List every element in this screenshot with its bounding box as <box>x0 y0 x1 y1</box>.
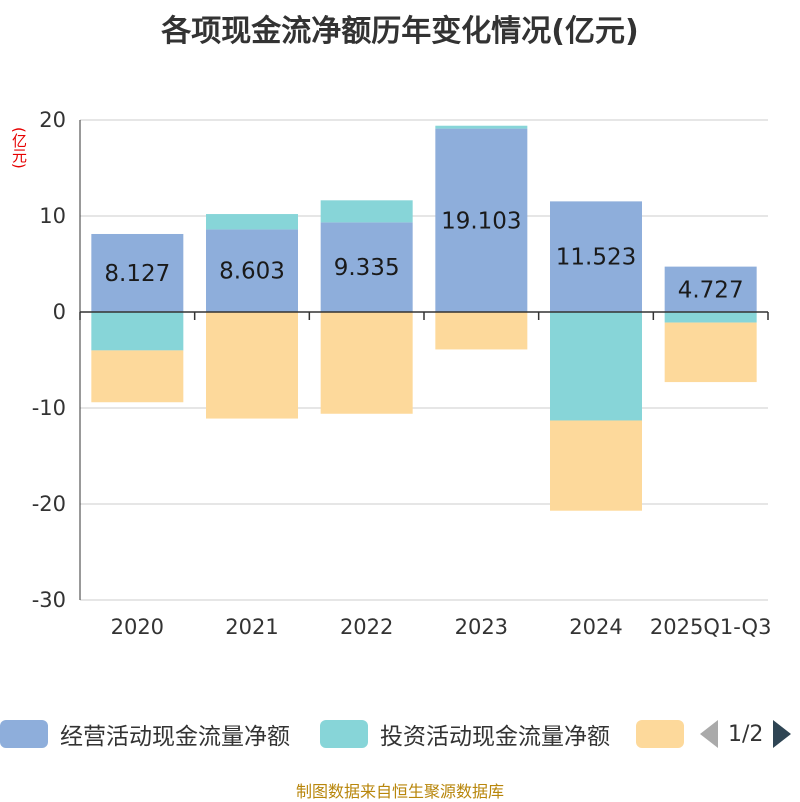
bar-0-2022 <box>320 222 413 312</box>
bar-0-2024 <box>550 201 642 312</box>
data-source-note: 制图数据来自恒生聚源数据库 <box>295 782 504 801</box>
legend-item-investing[interactable]: 投资活动现金流量净额 <box>320 716 610 752</box>
x-tick-label: 2023 <box>455 615 508 639</box>
data-label: 9.335 <box>334 255 400 281</box>
bar-2-2025Q1-Q3 <box>664 322 757 383</box>
bar-2-2023 <box>435 312 528 350</box>
legend-next-page-icon[interactable] <box>773 720 792 748</box>
bar-chart: 20 10 0 -10 -20 -30 8.127 2020 8.603 2021 9.335 202… <box>32 108 772 639</box>
data-label: 19.103 <box>441 208 521 234</box>
data-label: 8.603 <box>219 259 285 285</box>
bar-2-2024 <box>550 420 642 511</box>
legend-swatch-investing <box>320 720 368 748</box>
y-tick-label: -10 <box>32 396 66 420</box>
legend-pager: 1/2 <box>700 716 792 752</box>
x-tick-label: 2022 <box>340 615 393 639</box>
chart-title: 各项现金流净额历年变化情况(亿元) <box>161 14 639 49</box>
legend: 经营活动现金流量净额 投资活动现金流量净额 1/2 <box>0 716 800 752</box>
y-tick-label: 0 <box>53 300 66 324</box>
legend-swatch-financing <box>636 720 684 748</box>
bar-1-2024 <box>550 312 642 421</box>
bar-0-2023 <box>435 128 528 312</box>
legend-prev-page-icon[interactable] <box>700 720 718 748</box>
legend-item-operating[interactable]: 经营活动现金流量净额 <box>0 716 290 752</box>
x-tick-label: 2020 <box>111 615 164 639</box>
data-label: 4.727 <box>678 277 744 303</box>
legend-label-investing: 投资活动现金流量净额 <box>380 724 610 750</box>
y-tick-label: 20 <box>39 108 66 132</box>
bar-0-2025Q1-Q3 <box>664 266 757 312</box>
bar-1-2023 <box>435 125 528 129</box>
x-tick-label: 2025Q1-Q3 <box>650 615 772 639</box>
x-tick-label: 2024 <box>569 615 622 639</box>
bar-2-2021 <box>206 312 298 419</box>
y-tick-label: -30 <box>32 588 66 612</box>
legend-item-financing[interactable] <box>636 716 684 752</box>
bar-1-2022 <box>320 200 413 223</box>
legend-swatch-operating <box>0 720 48 748</box>
bar-2-2022 <box>320 312 413 414</box>
bar-0-2021 <box>206 229 298 312</box>
bar-1-2025Q1-Q3 <box>664 312 757 323</box>
y-axis-unit-label: (亿元) <box>10 127 28 169</box>
data-label: 8.127 <box>104 261 170 287</box>
y-tick-label: 10 <box>39 204 66 228</box>
bar-2-2020 <box>91 350 184 403</box>
y-tick-label: -20 <box>32 492 66 516</box>
x-tick-label: 2021 <box>225 615 278 639</box>
data-label: 11.523 <box>556 245 636 271</box>
bar-0-2020 <box>91 233 184 312</box>
legend-page-indicator: 1/2 <box>728 721 764 747</box>
bar-1-2021 <box>206 214 298 230</box>
bar-1-2020 <box>91 312 184 351</box>
legend-label-operating: 经营活动现金流量净额 <box>60 724 290 750</box>
